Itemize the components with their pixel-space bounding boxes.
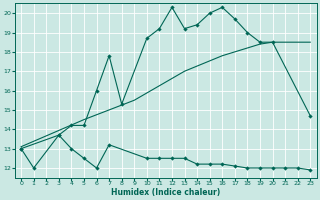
X-axis label: Humidex (Indice chaleur): Humidex (Indice chaleur) [111,188,220,197]
